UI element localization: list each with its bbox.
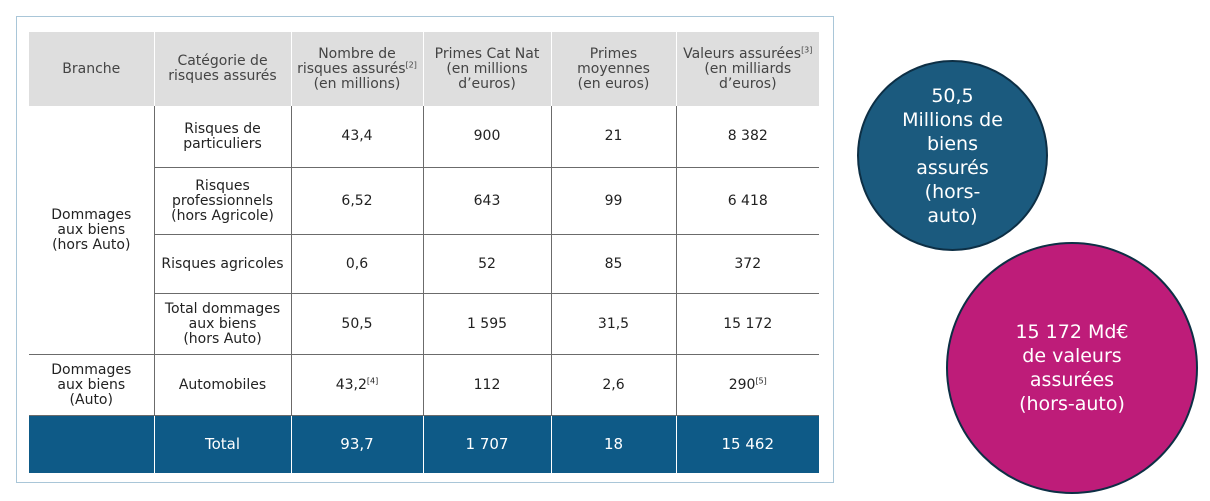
cell-valeurs: 6 418 [675, 167, 819, 235]
insurance-table: Branche Catégorie de risques assurés Nom… [29, 32, 819, 473]
cell-primes: 52 [422, 234, 551, 294]
cell-nombre: 6,52 [290, 167, 423, 235]
cell-category: Risques agricoles [153, 234, 291, 294]
total-moyennes: 18 [550, 415, 676, 473]
cell-valeurs: 15 172 [675, 293, 819, 355]
cell-moyennes: 31,5 [550, 293, 676, 355]
valeurs-assurees-text: 15 172 Md€ de valeurs assurées (hors-aut… [1015, 321, 1129, 415]
table-row: Risques professionnels (hors Agricole) 6… [29, 167, 819, 235]
table-row: Risques agricoles 0,6 52 85 372 [29, 234, 819, 294]
total-valeurs: 15 462 [675, 415, 819, 473]
biens-assures-text: 50,5 Millions de biens assurés (hors- au… [902, 84, 1003, 227]
cell-category: Total dommages aux biens (hors Auto) [153, 293, 291, 355]
table-row: Dommages aux biens (Auto) Automobiles 43… [29, 354, 819, 416]
table-frame [16, 16, 834, 483]
branch-hors-auto: Dommages aux biens (hors Auto) [29, 106, 154, 355]
total-label: Total [153, 415, 291, 473]
cell-category: Risques de particuliers [153, 106, 291, 168]
branch-auto: Dommages aux biens (Auto) [29, 354, 154, 416]
header-branche: Branche [29, 32, 154, 106]
cell-category: Risques professionnels (hors Agricole) [153, 167, 291, 235]
table-row: Total dommages aux biens (hors Auto) 50,… [29, 293, 819, 355]
header-nombre: Nombre de risques assurés[2] (en million… [290, 32, 423, 106]
total-empty-cell [29, 415, 154, 473]
cell-moyennes: 85 [550, 234, 676, 294]
cell-nombre: 43,4 [290, 106, 423, 168]
header-valeurs: Valeurs assurées[3] (en milliards d’euro… [675, 32, 819, 106]
cell-moyennes: 21 [550, 106, 676, 168]
total-row: Total 93,7 1 707 18 15 462 [29, 415, 819, 473]
cell-primes: 112 [422, 354, 551, 416]
header-primes: Primes Cat Nat (en millions d’euros) [422, 32, 551, 106]
valeurs-assurees-circle: 15 172 Md€ de valeurs assurées (hors-aut… [946, 242, 1198, 494]
cell-nombre: 50,5 [290, 293, 423, 355]
table-header-row: Branche Catégorie de risques assurés Nom… [29, 32, 819, 106]
cell-primes: 1 595 [422, 293, 551, 355]
cell-valeurs: 290[5] [675, 354, 819, 416]
cell-nombre: 0,6 [290, 234, 423, 294]
cell-primes: 900 [422, 106, 551, 168]
cell-valeurs: 8 382 [675, 106, 819, 168]
cell-moyennes: 2,6 [550, 354, 676, 416]
header-categorie: Catégorie de risques assurés [153, 32, 291, 106]
biens-assures-circle: 50,5 Millions de biens assurés (hors- au… [857, 60, 1048, 251]
cell-category: Automobiles [153, 354, 291, 416]
cell-primes: 643 [422, 167, 551, 235]
total-nombre: 93,7 [290, 415, 423, 473]
total-primes: 1 707 [422, 415, 551, 473]
table-row: Dommages aux biens (hors Auto) Risques d… [29, 106, 819, 355]
cell-nombre: 43,2[4] [290, 354, 423, 416]
cell-moyennes: 99 [550, 167, 676, 235]
header-moyennes: Primes moyennes (en euros) [550, 32, 676, 106]
cell-valeurs: 372 [675, 234, 819, 294]
